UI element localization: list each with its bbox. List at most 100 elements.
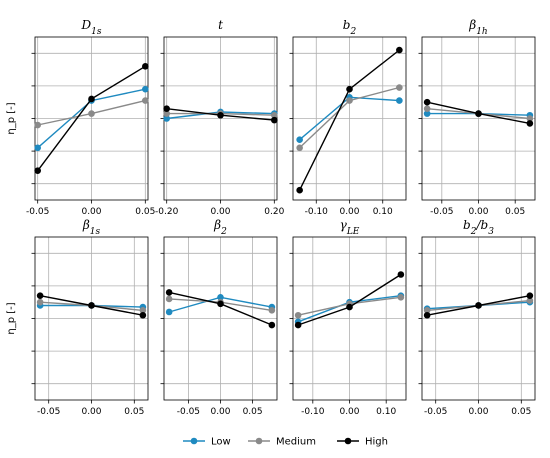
legend-label: Low: [211, 437, 231, 448]
data-point-medium: [296, 144, 303, 152]
x-tick-label: 0.10: [376, 407, 396, 417]
data-point-high: [423, 311, 431, 319]
data-point-low: [163, 115, 170, 122]
data-point-medium: [423, 307, 431, 314]
x-tick-label: -0.05: [424, 407, 447, 417]
data-point-high: [271, 116, 278, 124]
x-tick-label: 0.10: [373, 207, 393, 217]
panel-title: β2: [213, 218, 227, 237]
data-point-medium: [423, 105, 431, 113]
data-point-low: [142, 85, 149, 93]
data-point-high: [88, 95, 95, 103]
data-point-high: [88, 302, 95, 309]
data-point-medium: [294, 311, 302, 319]
data-point-high: [268, 321, 276, 329]
data-point-medium: [271, 111, 278, 119]
data-point-high: [526, 292, 534, 299]
x-tick-label: 0.05: [124, 407, 144, 417]
data-point-high: [139, 311, 147, 319]
x-tick-label: 0.00: [339, 407, 359, 417]
x-tick-label: 0.00: [468, 407, 488, 417]
legend: Low Medium High: [183, 437, 388, 448]
x-tick-label: -0.10: [305, 207, 329, 217]
x-tick-label: -0.20: [155, 207, 179, 217]
data-point-medium: [268, 307, 276, 314]
panel-title: t: [218, 18, 223, 32]
data-point-high: [142, 63, 149, 70]
legend-marker: [344, 437, 352, 445]
legend-marker: [190, 437, 198, 445]
data-point-high: [475, 302, 482, 309]
legend-label: High: [365, 437, 388, 448]
data-point-medium: [139, 307, 147, 314]
legend-item-low: Low: [183, 437, 231, 448]
data-point-high: [423, 98, 431, 106]
data-point-high: [34, 167, 41, 174]
panel-8: -0.05 0.00 0.05 b2/b3: [418, 218, 536, 417]
data-point-high: [346, 85, 353, 93]
x-tick-label: 0.05: [135, 207, 155, 217]
x-tick-label: 0.05: [243, 407, 263, 417]
x-tick-label: 0.05: [511, 407, 531, 417]
data-point-medium: [36, 298, 44, 306]
x-tick-label: 0.00: [210, 207, 230, 217]
data-point-medium: [88, 110, 95, 117]
panel-7: -0.10 0.00 0.10 γLE: [289, 218, 407, 417]
data-point-medium: [346, 97, 353, 104]
x-tick-label: -0.05: [177, 407, 200, 417]
data-point-high: [36, 292, 44, 299]
data-point-high: [217, 111, 224, 119]
data-point-high: [396, 46, 403, 54]
x-tick-label: -0.05: [26, 207, 49, 217]
data-point-high: [397, 271, 405, 278]
y-axis-label: η_p [-]: [6, 102, 17, 134]
y-axis-label: η_p [-]: [6, 302, 17, 334]
data-point-medium: [165, 295, 173, 303]
panel-title: β1s: [82, 218, 101, 237]
panel-6: -0.05 0.00 0.05 β2: [160, 218, 278, 417]
x-tick-label: -0.05: [37, 407, 60, 417]
panel-2: -0.20 0.00 0.20 t: [155, 18, 285, 217]
data-point-medium: [396, 84, 403, 91]
panel-title: γLE: [340, 218, 360, 237]
data-point-high: [165, 289, 173, 296]
data-point-low: [396, 97, 403, 104]
data-point-low: [217, 294, 224, 301]
x-tick-label: 0.00: [339, 207, 359, 217]
panel-5: -0.05 0.00 0.05 β1s: [31, 218, 149, 417]
data-point-high: [526, 120, 534, 127]
panel-title: b2: [343, 18, 357, 37]
x-tick-label: -0.10: [301, 407, 325, 417]
x-tick-label: 0.00: [210, 407, 230, 417]
data-point-high: [217, 300, 224, 308]
data-point-medium: [526, 297, 534, 304]
x-tick-label: 0.00: [81, 407, 101, 417]
data-point-low: [296, 136, 303, 143]
data-point-medium: [142, 97, 149, 104]
data-point-high: [346, 303, 353, 311]
panel-1: -0.05 0.00 0.05 D1s: [26, 18, 155, 217]
data-point-low: [165, 308, 173, 316]
x-tick-label: 0.05: [505, 207, 525, 217]
data-point-high: [475, 110, 482, 117]
data-point-low: [34, 144, 41, 152]
data-point-medium: [397, 294, 405, 301]
panel-4: -0.05 0.00 0.05 β1h: [418, 18, 536, 217]
panel-title: D1s: [81, 18, 102, 37]
data-point-medium: [34, 121, 41, 129]
panel-title: b2/b3: [463, 218, 494, 237]
legend-item-high: High: [337, 437, 388, 448]
panel-3: -0.10 0.00 0.10 b2: [289, 18, 407, 217]
data-point-high: [294, 321, 302, 329]
legend-item-medium: Medium: [248, 437, 316, 448]
data-point-low: [423, 110, 431, 117]
legend-label: Medium: [276, 437, 316, 448]
x-tick-label: -0.05: [430, 207, 453, 217]
panel-title: β1h: [468, 18, 487, 37]
data-point-high: [163, 105, 170, 113]
data-point-medium: [163, 110, 170, 117]
x-tick-label: 0.00: [468, 207, 488, 217]
legend-marker: [255, 437, 263, 445]
x-tick-label: 0.00: [81, 207, 101, 217]
